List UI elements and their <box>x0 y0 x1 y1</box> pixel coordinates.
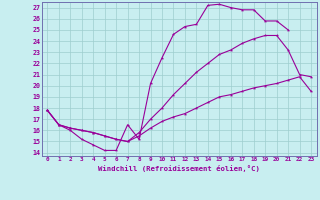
X-axis label: Windchill (Refroidissement éolien,°C): Windchill (Refroidissement éolien,°C) <box>98 165 260 172</box>
